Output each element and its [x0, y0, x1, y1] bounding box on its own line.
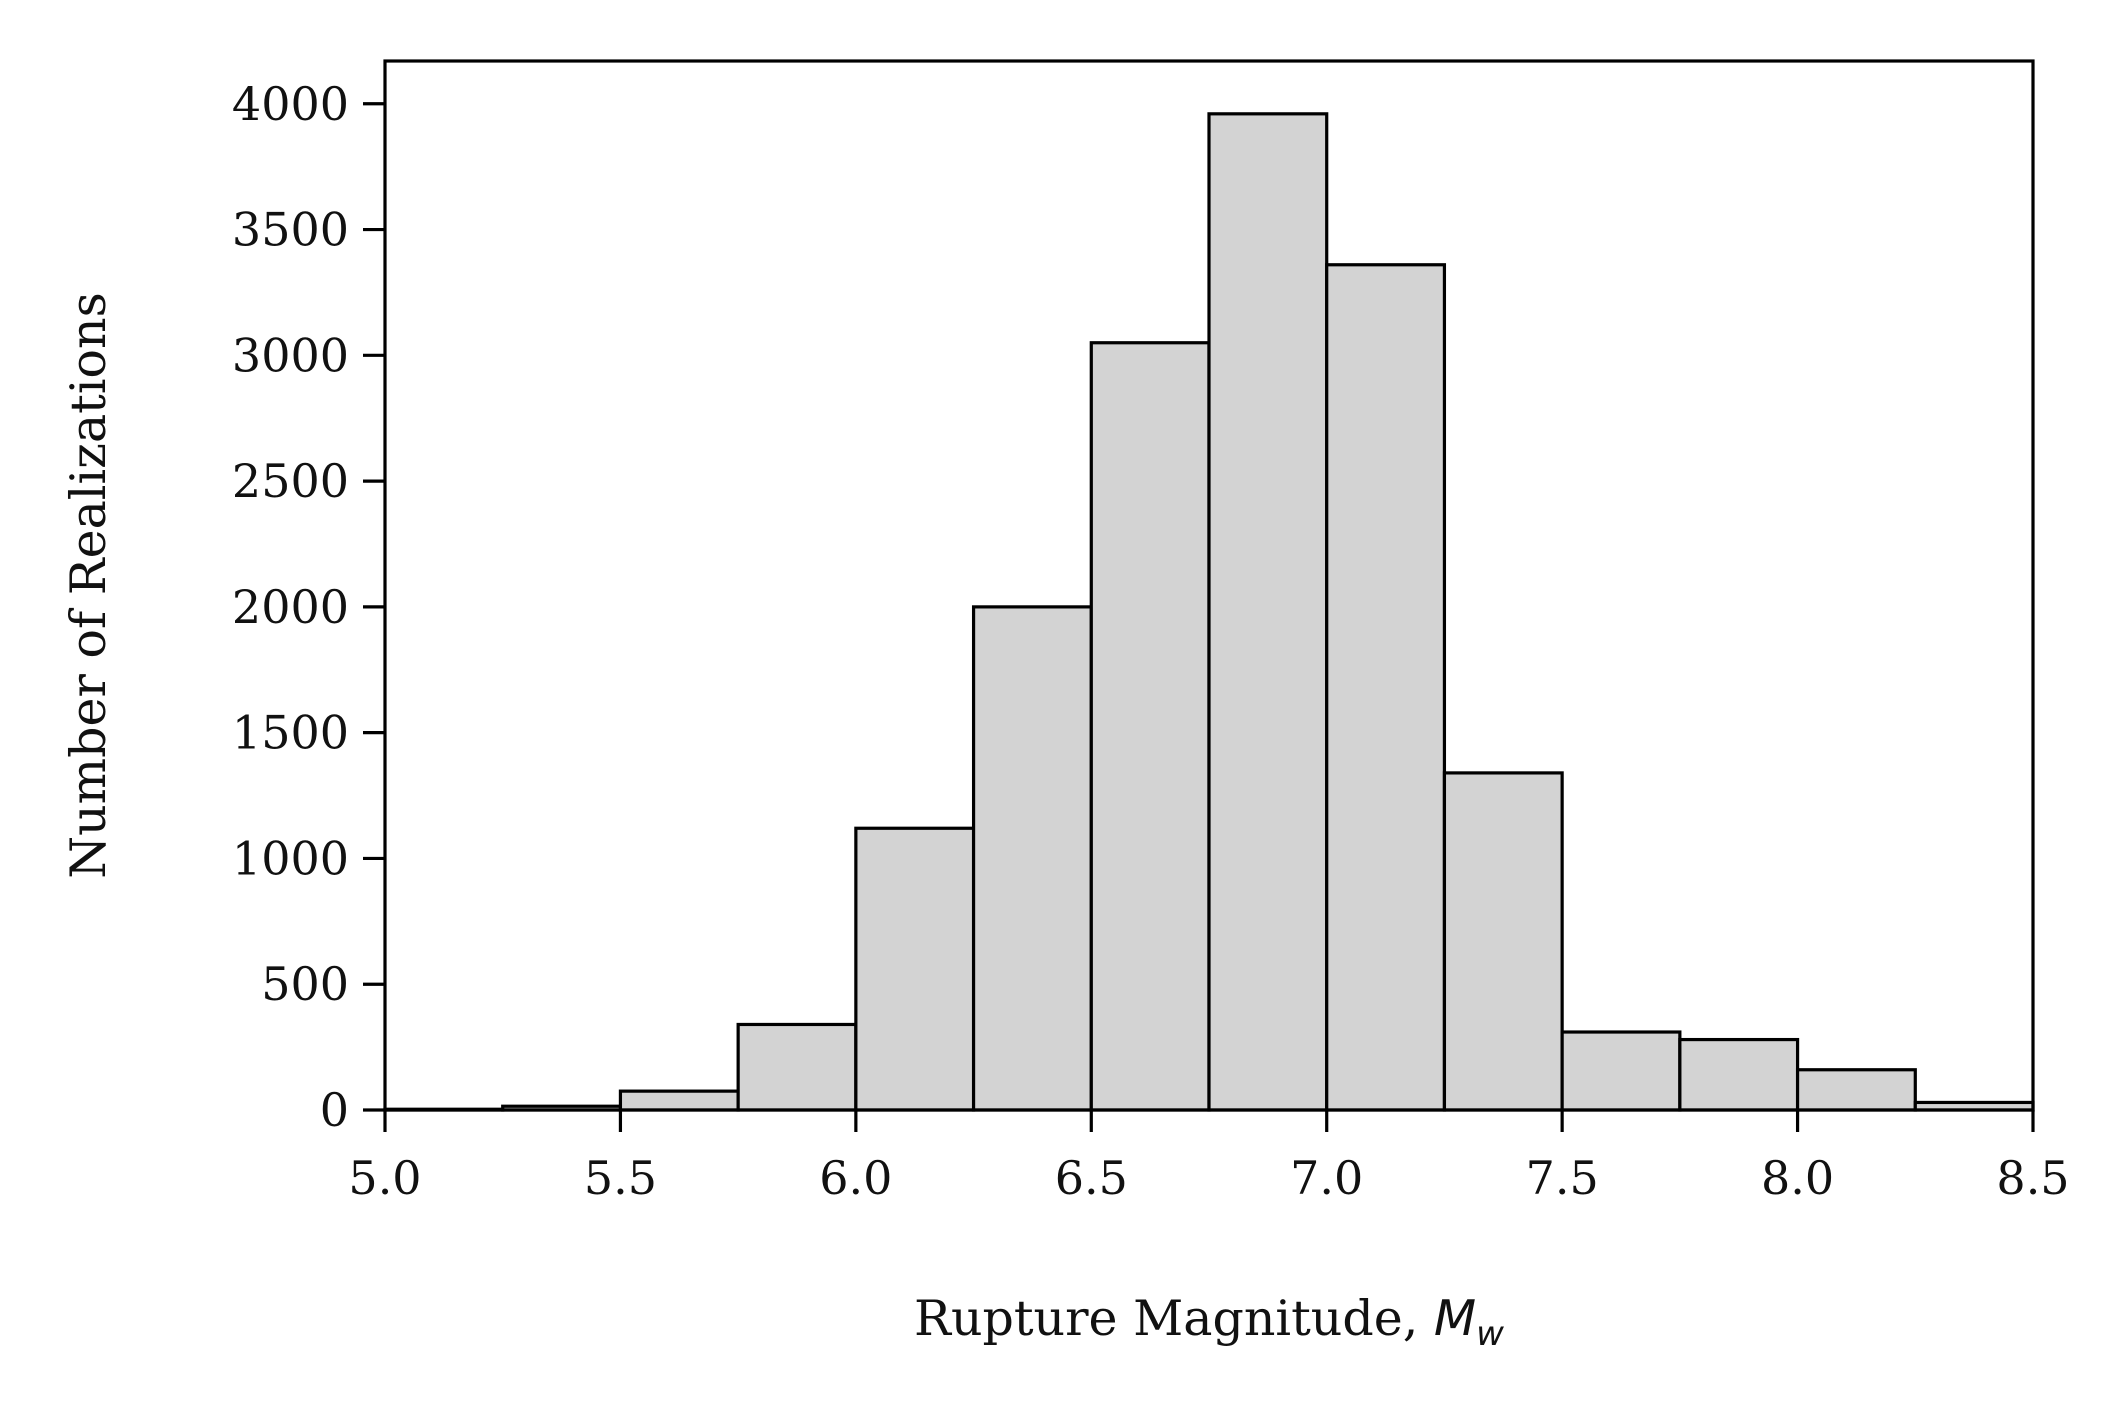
- histogram-bar: [1207, 112, 1329, 1112]
- x-axis-ticks: 5.0 5.5 6.0 6.5 7.0 7.5 8.0 8.5: [348, 1110, 2070, 1205]
- histogram-bar: [736, 1022, 858, 1112]
- x-tick-label: 8.5: [1996, 1151, 2069, 1205]
- y-tick-label: 4000: [232, 77, 349, 131]
- histogram-bar: [1678, 1037, 1800, 1112]
- histogram-bar: [854, 826, 976, 1112]
- y-tick-label: 2500: [232, 454, 349, 508]
- x-axis-label-text: Rupture Magnitude,: [914, 1290, 1434, 1347]
- bars-group: [383, 112, 2035, 1112]
- y-axis-label: Number of Realizations: [60, 292, 117, 879]
- histogram-bar: [1795, 1068, 1917, 1112]
- y-tick-label: 0: [320, 1083, 349, 1137]
- x-tick-label: 6.0: [819, 1151, 892, 1205]
- x-tick-label: 5.5: [584, 1151, 657, 1205]
- histogram-bar: [1442, 771, 1564, 1112]
- y-axis-ticks: 0 500 1000 1500 2000 2500 3000 3500 4000: [232, 77, 385, 1137]
- x-tick-label: 8.0: [1761, 1151, 1834, 1205]
- y-tick-label: 2000: [232, 580, 349, 634]
- x-tick-label: 7.5: [1526, 1151, 1599, 1205]
- histogram-bar: [971, 605, 1093, 1112]
- histogram-bar: [618, 1089, 740, 1112]
- plot-frame: [383, 59, 2035, 1112]
- x-tick-label: 7.0: [1290, 1151, 1363, 1205]
- x-axis-label-subscript: w: [1476, 1314, 1504, 1354]
- x-axis-label: Rupture Magnitude, Mw: [914, 1290, 1504, 1354]
- y-tick-label: 3000: [232, 328, 349, 382]
- y-tick-label: 1000: [232, 831, 349, 885]
- x-tick-label: 5.0: [348, 1151, 421, 1205]
- y-tick-label: 3500: [232, 203, 349, 257]
- y-tick-label: 500: [261, 957, 349, 1011]
- x-axis-label-symbol: M: [1434, 1290, 1476, 1347]
- histogram-bar: [1560, 1030, 1682, 1112]
- histogram-bar: [1089, 341, 1211, 1112]
- x-tick-label: 6.5: [1055, 1151, 1128, 1205]
- y-tick-label: 1500: [232, 706, 349, 760]
- histogram-bar: [1325, 263, 1447, 1112]
